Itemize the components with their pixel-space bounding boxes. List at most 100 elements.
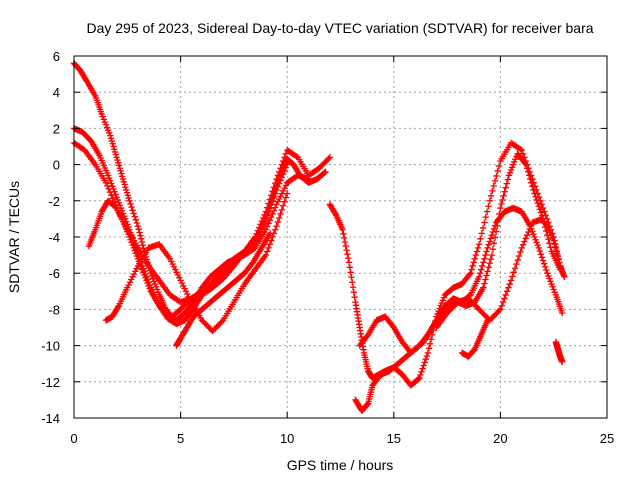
data-point bbox=[510, 269, 517, 276]
data-point bbox=[350, 289, 358, 296]
y-tick-label: -6 bbox=[48, 266, 60, 281]
data-point bbox=[284, 190, 291, 197]
data-point bbox=[132, 216, 140, 224]
data-point bbox=[518, 146, 525, 154]
data-point bbox=[129, 207, 136, 214]
data-point bbox=[415, 375, 422, 383]
data-point bbox=[343, 246, 350, 254]
x-tick-label: 25 bbox=[600, 431, 614, 446]
x-tick-label: 15 bbox=[387, 431, 401, 446]
series-track-h bbox=[352, 150, 564, 414]
data-point bbox=[513, 260, 520, 268]
data-point bbox=[340, 230, 347, 238]
data-point bbox=[528, 179, 535, 186]
data-point bbox=[523, 231, 531, 239]
data-point bbox=[261, 211, 268, 219]
data-point bbox=[497, 204, 504, 212]
data-point bbox=[322, 168, 329, 176]
data-point bbox=[521, 238, 528, 245]
data-point bbox=[561, 273, 568, 281]
data-point bbox=[422, 355, 429, 363]
data-point bbox=[527, 175, 534, 183]
data-point bbox=[475, 241, 483, 248]
data-point bbox=[278, 174, 286, 181]
data-point bbox=[344, 250, 351, 258]
data-point bbox=[218, 318, 226, 325]
data-point bbox=[523, 165, 531, 172]
data-point bbox=[326, 154, 334, 161]
y-tick-label: -14 bbox=[41, 411, 60, 426]
data-point bbox=[478, 230, 485, 237]
data-point bbox=[490, 225, 498, 233]
data-point bbox=[559, 358, 566, 366]
y-tick-label: 4 bbox=[53, 85, 60, 100]
data-point bbox=[264, 223, 271, 230]
data-point bbox=[507, 277, 515, 284]
data-point bbox=[540, 260, 548, 267]
data-point bbox=[524, 168, 532, 176]
data-point bbox=[519, 150, 527, 157]
data-point bbox=[537, 250, 545, 258]
series-track-k bbox=[458, 317, 491, 360]
data-point bbox=[347, 269, 354, 276]
x-tick-label: 5 bbox=[177, 431, 184, 446]
data-point bbox=[489, 187, 496, 195]
data-point bbox=[105, 185, 112, 193]
data-point bbox=[476, 270, 484, 277]
data-point bbox=[517, 146, 524, 153]
data-point bbox=[485, 203, 492, 210]
data-point bbox=[505, 284, 512, 291]
data-point bbox=[504, 176, 512, 183]
data-point bbox=[469, 262, 476, 270]
data-point bbox=[467, 270, 474, 277]
data-point bbox=[262, 251, 270, 259]
chart-title: Day 295 of 2023, Sidereal Day-to-day VTE… bbox=[86, 20, 593, 36]
data-point bbox=[265, 244, 272, 252]
data-point bbox=[497, 306, 504, 313]
series-track-g bbox=[326, 139, 564, 389]
data-point bbox=[554, 253, 561, 260]
data-point bbox=[531, 190, 538, 197]
data-point bbox=[342, 242, 350, 250]
data-point bbox=[138, 238, 146, 246]
data-point bbox=[278, 161, 286, 168]
data-point bbox=[473, 248, 481, 255]
data-point bbox=[541, 263, 549, 271]
data-point bbox=[341, 234, 348, 242]
data-point bbox=[503, 180, 510, 187]
data-point bbox=[515, 252, 523, 260]
data-point bbox=[526, 225, 533, 233]
data-point bbox=[345, 255, 352, 262]
x-tick-label: 10 bbox=[280, 431, 294, 446]
data-point bbox=[471, 255, 479, 262]
data-point bbox=[262, 226, 270, 233]
y-tick-label: -4 bbox=[48, 230, 60, 245]
data-point bbox=[550, 237, 557, 244]
series-track-d bbox=[85, 172, 312, 324]
data-point bbox=[539, 257, 547, 264]
data-point bbox=[552, 246, 560, 254]
grid bbox=[74, 56, 607, 418]
data-point bbox=[349, 284, 357, 291]
data-point bbox=[128, 203, 135, 211]
data-point bbox=[500, 192, 507, 200]
data-point bbox=[416, 374, 423, 382]
data-point bbox=[484, 317, 491, 324]
data-point bbox=[106, 189, 114, 196]
data-point bbox=[475, 273, 483, 281]
data-point bbox=[421, 359, 428, 366]
data-point bbox=[489, 246, 497, 253]
data-point bbox=[539, 204, 547, 212]
data-point bbox=[487, 192, 495, 200]
data-point bbox=[137, 235, 145, 243]
data-point bbox=[490, 182, 497, 190]
series-track-f bbox=[173, 230, 274, 349]
data-point bbox=[536, 206, 544, 213]
data-point bbox=[264, 248, 271, 255]
data-point bbox=[533, 196, 540, 204]
data-point bbox=[262, 208, 270, 215]
data-point bbox=[341, 238, 349, 246]
data-point bbox=[521, 160, 529, 167]
data-point bbox=[426, 340, 434, 347]
data-point bbox=[135, 226, 142, 233]
